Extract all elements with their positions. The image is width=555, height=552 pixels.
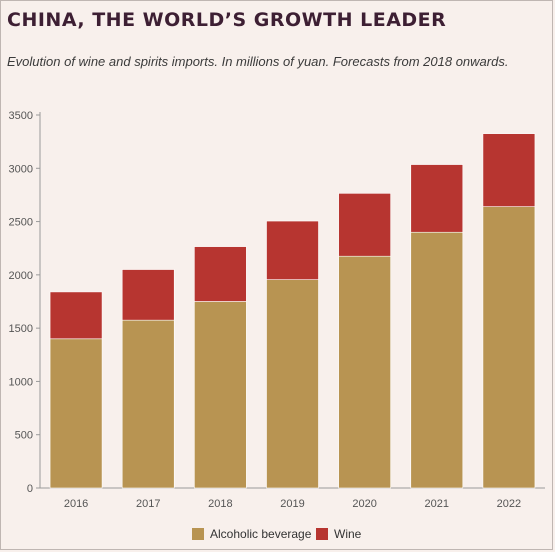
x-tick-label: 2021	[425, 498, 449, 510]
y-tick-label: 500	[15, 430, 33, 442]
bar-wine-2016	[49, 291, 103, 340]
bars	[49, 133, 536, 489]
bar-alcoholic-beverage-2017	[121, 319, 175, 489]
bar-wine-2022	[482, 133, 536, 207]
x-tick-label: 2018	[208, 498, 232, 510]
legend-label: Wine	[334, 527, 362, 541]
y-tick-label: 2000	[9, 270, 33, 282]
bar-alcoholic-beverage-2022	[482, 206, 536, 489]
y-tick-label: 3000	[9, 163, 33, 175]
y-tick-label: 1000	[9, 376, 33, 388]
x-tick-label: 2016	[64, 498, 88, 510]
chart-title: CHINA, THE WORLD’S GROWTH LEADER	[7, 9, 447, 31]
x-tick-label: 2020	[352, 498, 376, 510]
y-axis: 0 500 1000 1500 2000 2500 3000 3500	[9, 110, 41, 495]
chart-subtitle: Evolution of wine and spirits imports. I…	[7, 54, 509, 69]
legend-swatch	[192, 528, 204, 540]
bar-alcoholic-beverage-2018	[194, 301, 247, 489]
y-tick-label: 2500	[9, 217, 33, 229]
bar-alcoholic-beverage-2020	[338, 255, 391, 489]
legend-label: Alcoholic beverage	[210, 527, 312, 541]
bar-alcoholic-beverage-2019	[266, 279, 319, 489]
x-tick-label: 2019	[280, 498, 304, 510]
x-axis: 2016 2017 2018 2019 2020 2021 2022	[40, 487, 545, 510]
y-tick-label: 3500	[9, 110, 33, 122]
x-tick-label: 2022	[497, 498, 521, 510]
bar-alcoholic-beverage-2016	[49, 338, 103, 489]
bar-wine-2017	[121, 269, 175, 321]
bar-alcoholic-beverage-2021	[410, 231, 464, 489]
bar-wine-2018	[194, 246, 247, 302]
legend-swatch	[316, 528, 328, 540]
bar-wine-2019	[266, 220, 319, 280]
bar-wine-2020	[338, 193, 391, 257]
y-tick-label: 1500	[9, 323, 33, 335]
x-tick-label: 2017	[136, 498, 160, 510]
y-tick-label: 0	[27, 483, 33, 495]
bar-wine-2021	[410, 164, 464, 233]
legend: Alcoholic beverage Wine	[192, 527, 362, 541]
